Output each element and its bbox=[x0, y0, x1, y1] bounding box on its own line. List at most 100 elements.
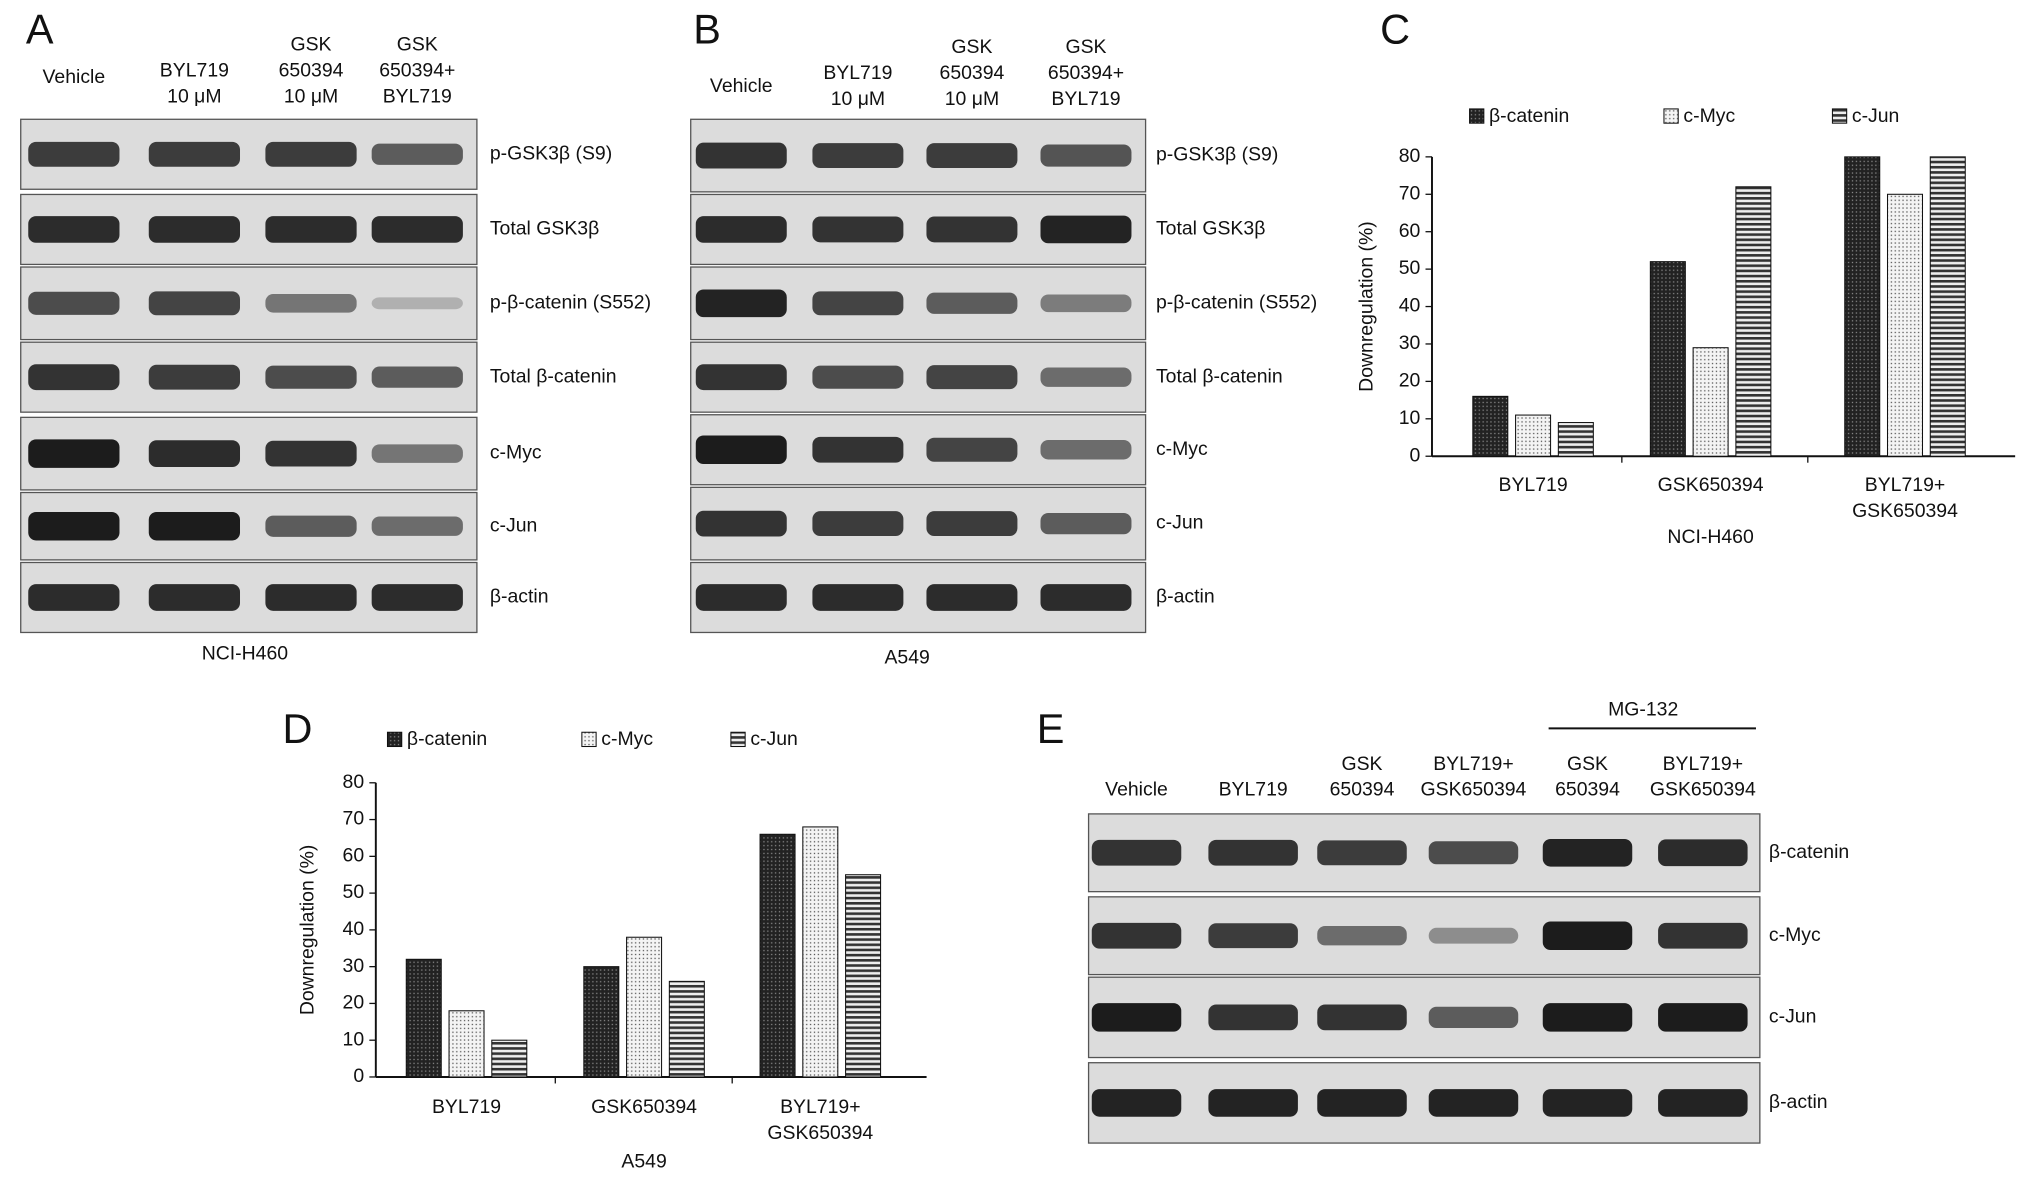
lane-label: GSK650394 bbox=[1650, 779, 1756, 801]
band bbox=[148, 584, 241, 611]
x-tick-label: GSK650394 bbox=[1852, 500, 1958, 522]
x-tick-label: GSK650394 bbox=[1658, 474, 1764, 496]
lane-label: GSK bbox=[1342, 753, 1383, 775]
band bbox=[148, 364, 241, 390]
band bbox=[28, 511, 120, 541]
row-label: c-Jun bbox=[1769, 1005, 1817, 1027]
y-tick-label: 20 bbox=[1399, 370, 1421, 392]
y-tick-label: 10 bbox=[1399, 407, 1421, 429]
bar bbox=[802, 826, 839, 1078]
band bbox=[148, 511, 241, 541]
band bbox=[1208, 839, 1298, 866]
bar bbox=[405, 958, 442, 1078]
band bbox=[812, 365, 904, 389]
panel-letter: D bbox=[283, 705, 313, 752]
y-tick-label: 80 bbox=[343, 771, 365, 793]
lane-label: 650394+ bbox=[1048, 62, 1124, 84]
legend-swatch bbox=[1831, 108, 1848, 124]
band bbox=[371, 516, 463, 536]
band bbox=[371, 143, 463, 165]
band bbox=[1317, 840, 1407, 866]
blot-strip bbox=[1087, 976, 1761, 1059]
band bbox=[148, 440, 241, 467]
row-label: β-actin bbox=[490, 586, 549, 608]
band bbox=[28, 584, 120, 611]
blot-strip bbox=[1087, 813, 1761, 893]
lane-label: GSK bbox=[1567, 753, 1608, 775]
lane-label: Vehicle bbox=[43, 66, 106, 88]
band bbox=[1428, 927, 1519, 944]
lane-label: GSK bbox=[951, 36, 992, 58]
bar bbox=[491, 1039, 528, 1078]
band bbox=[926, 216, 1018, 243]
row-label: c-Myc bbox=[1156, 438, 1208, 460]
bar bbox=[448, 1010, 485, 1078]
y-tick-label: 70 bbox=[343, 808, 365, 830]
band bbox=[265, 141, 357, 167]
band bbox=[926, 584, 1018, 611]
group-label: MG-132 bbox=[1608, 698, 1678, 720]
y-tick-label: 0 bbox=[353, 1065, 364, 1087]
row-label: β-catenin bbox=[1769, 841, 1849, 863]
legend-swatch bbox=[1469, 108, 1485, 124]
band bbox=[812, 436, 904, 463]
y-tick-label: 40 bbox=[343, 918, 365, 940]
legend-swatch bbox=[1663, 108, 1679, 124]
row-label: β-actin bbox=[1769, 1091, 1828, 1113]
bar bbox=[1515, 414, 1552, 457]
row-label: Total β-catenin bbox=[490, 365, 617, 387]
band bbox=[1542, 1003, 1633, 1032]
row-label: c-Jun bbox=[490, 514, 538, 536]
band bbox=[695, 364, 787, 391]
band bbox=[265, 440, 357, 467]
x-tick-label: BYL719+ bbox=[780, 1096, 860, 1118]
band bbox=[695, 584, 787, 611]
band bbox=[1040, 367, 1132, 387]
legend-label: c-Myc bbox=[601, 728, 653, 750]
band bbox=[265, 294, 357, 313]
band bbox=[1317, 925, 1407, 946]
y-tick-label: 20 bbox=[343, 992, 365, 1014]
row-label: Total β-catenin bbox=[1156, 365, 1283, 387]
band bbox=[1428, 1089, 1519, 1117]
y-axis-label: Downregulation (%) bbox=[1355, 221, 1377, 392]
panel-letter: E bbox=[1037, 705, 1065, 752]
band bbox=[812, 291, 904, 316]
band bbox=[265, 584, 357, 611]
row-label: p-β-catenin (S552) bbox=[1156, 291, 1317, 313]
row-label: p-GSK3β (S9) bbox=[490, 142, 612, 164]
lane-label: BYL719 bbox=[1051, 88, 1120, 110]
band bbox=[926, 365, 1018, 390]
bar bbox=[1557, 422, 1594, 457]
row-label: c-Myc bbox=[1769, 924, 1821, 946]
cell-line-label: NCI-H460 bbox=[202, 643, 289, 665]
band bbox=[1658, 839, 1748, 867]
legend-label: c-Jun bbox=[1852, 105, 1900, 127]
lane-label: BYL719 bbox=[383, 85, 452, 107]
y-tick-label: 70 bbox=[1399, 182, 1421, 204]
band bbox=[28, 216, 120, 243]
band bbox=[1040, 440, 1132, 460]
y-tick-label: 40 bbox=[1399, 295, 1421, 317]
y-tick-label: 80 bbox=[1399, 145, 1421, 167]
band bbox=[265, 365, 357, 389]
x-tick-label: BYL719 bbox=[1499, 474, 1568, 496]
band bbox=[812, 584, 904, 611]
lane-label: 650394+ bbox=[379, 59, 455, 81]
band bbox=[1040, 144, 1132, 167]
legend-swatch bbox=[581, 731, 597, 748]
cell-line-label: A549 bbox=[884, 647, 929, 669]
band bbox=[371, 216, 463, 243]
y-axis-label: Downregulation (%) bbox=[297, 845, 319, 1016]
lane-label: 10 μM bbox=[284, 85, 338, 107]
band bbox=[695, 289, 787, 318]
band bbox=[926, 292, 1018, 314]
row-label: Total GSK3β bbox=[1156, 218, 1265, 240]
row-label: c-Jun bbox=[1156, 512, 1204, 534]
legend-label: c-Myc bbox=[1683, 105, 1735, 127]
bar bbox=[1692, 347, 1729, 457]
band bbox=[1040, 215, 1132, 244]
band bbox=[28, 141, 120, 167]
lane-label: 650394 bbox=[279, 59, 344, 81]
